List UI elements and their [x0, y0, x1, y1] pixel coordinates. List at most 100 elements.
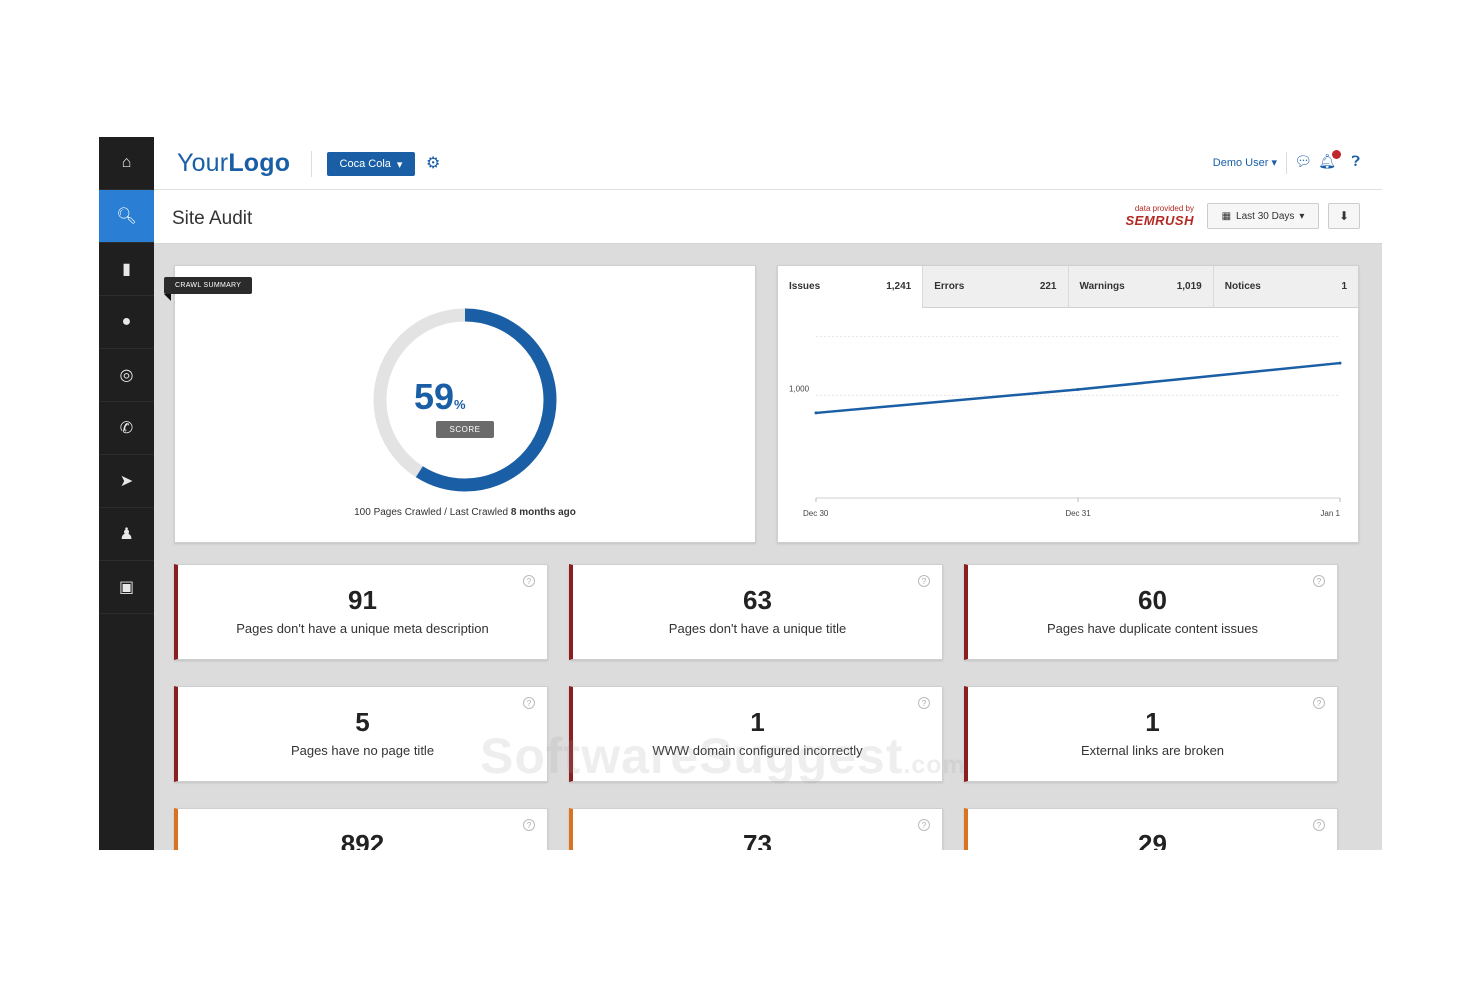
- issue-stat-label: Pages don't have a unique meta descripti…: [236, 621, 489, 636]
- paper-plane-icon: ➤: [119, 473, 134, 490]
- sidebar-item-analytics[interactable]: ▮: [99, 243, 154, 296]
- sidebar-item-dashboard[interactable]: ⌂: [99, 137, 154, 190]
- crawl-summary-tag: CRAWL SUMMARY: [164, 277, 253, 301]
- tab-label: Notices: [1224, 281, 1261, 292]
- globe-icon: ◎: [119, 367, 134, 384]
- help-circle-icon[interactable]: ?: [523, 697, 535, 709]
- score-donut: [373, 308, 557, 492]
- help-circle-icon[interactable]: ?: [918, 697, 930, 709]
- issue-stat-card[interactable]: 63 Pages don't have a unique title?: [569, 564, 943, 660]
- help-icon[interactable]: ❓︎: [1351, 153, 1360, 169]
- score-value: 59%: [414, 376, 466, 418]
- help-circle-icon[interactable]: ?: [918, 575, 930, 587]
- help-circle-icon[interactable]: ?: [1313, 697, 1325, 709]
- issue-stat-value: 1: [750, 707, 765, 737]
- sidebar-item-calls[interactable]: ✆: [99, 402, 154, 455]
- sidebar-item-messages[interactable]: ●: [99, 296, 154, 349]
- issue-stat-label: Pages don't have a unique title: [668, 621, 847, 636]
- issues-tabs: Issues 1,241 Errors 221 Warnings 1,019 Notices…: [778, 266, 1358, 308]
- date-range-button[interactable]: ▦ Last 30 Days ▾: [1207, 203, 1319, 229]
- issues-line-chart: 1,000 Dec 30 Dec 31 Jan 1: [789, 336, 1342, 518]
- sidebar-item-users[interactable]: ♟: [99, 508, 154, 561]
- issue-stat-label: WWW domain configured incorrectly: [652, 743, 863, 758]
- logo-text-part1: Your: [177, 149, 229, 177]
- issue-stat-value: 91: [348, 585, 377, 615]
- score-number: 59: [414, 376, 455, 417]
- sidebar-item-globe[interactable]: ◎: [99, 349, 154, 402]
- tab-label: Warnings: [1079, 281, 1125, 292]
- client-selector-button[interactable]: Coca Cola ▾: [327, 152, 415, 176]
- x-tick-label: Dec 30: [803, 509, 829, 518]
- tab-issues[interactable]: Issues 1,241: [778, 266, 923, 308]
- issue-stat-value: 1: [1145, 707, 1160, 737]
- issue-stat-card[interactable]: 91 Pages don't have a unique meta descrip…: [174, 564, 548, 660]
- tab-notices[interactable]: Notices 1: [1212, 266, 1358, 308]
- issue-stat-label: External links are broken: [1080, 743, 1225, 758]
- help-circle-icon[interactable]: ?: [523, 575, 535, 587]
- user-icon: ♟: [119, 526, 134, 543]
- gear-icon[interactable]: ⚙: [426, 155, 441, 172]
- issue-stat-label: Pages have no page title: [290, 743, 435, 758]
- calendar-icon: ▦: [1221, 210, 1232, 222]
- issue-stat-card[interactable]: 1 External links are broken?: [964, 686, 1338, 782]
- phone-icon: ✆: [119, 420, 134, 437]
- crawl-summary-card: CRAWL SUMMARY 59% SCORE 100 Pages Crawle…: [164, 265, 756, 543]
- issue-stat-card[interactable]: 1 WWW domain configured incorrectly?: [569, 686, 943, 782]
- help-circle-icon[interactable]: ?: [918, 819, 930, 831]
- tab-count: 221: [1039, 281, 1057, 292]
- x-tick-label: Jan 1: [1320, 509, 1340, 518]
- data-provider-logo: data provided by SEMRUSH: [1125, 205, 1194, 229]
- sidebar: ⌂ 🔍︎ ▮ ● ◎ ✆ ➤ ♟ ▣: [99, 137, 154, 850]
- issue-stat-value: 29: [1138, 829, 1167, 850]
- issue-stat-value: 60: [1138, 585, 1167, 615]
- issue-stat-card[interactable]: 5 Pages have no page title?: [174, 686, 548, 782]
- crawl-footer: 100 Pages Crawled / Last Crawled 8 month…: [175, 507, 755, 518]
- help-circle-icon[interactable]: ?: [1313, 575, 1325, 587]
- issue-stat-card[interactable]: 29?: [964, 808, 1338, 850]
- bar-chart-icon: ▮: [122, 261, 131, 278]
- help-circle-icon[interactable]: ?: [523, 819, 535, 831]
- donut-progress-arc: [373, 308, 557, 492]
- search-icon: 🔍︎: [116, 208, 137, 225]
- series-point: [1338, 361, 1342, 365]
- sidebar-item-send[interactable]: ➤: [99, 455, 154, 508]
- score-unit: %: [454, 397, 466, 412]
- issue-stat-label: Pages have duplicate content issues: [1046, 621, 1259, 636]
- score-label: SCORE: [436, 421, 494, 438]
- dashboard-icon: ⌂: [121, 154, 132, 171]
- sidebar-item-reports[interactable]: ▣: [99, 561, 154, 614]
- tab-warnings[interactable]: Warnings 1,019: [1067, 266, 1213, 308]
- app-window: ⌂ 🔍︎ ▮ ● ◎ ✆ ➤ ♟ ▣ YourLogo Coca Cola ▾ ⚙ Demo U…: [99, 137, 1382, 850]
- chevron-down-icon: ▾: [1271, 157, 1277, 169]
- logo[interactable]: YourLogo: [177, 149, 290, 178]
- title-bar: Site Audit data provided by SEMRUSH ▦ La…: [154, 190, 1382, 244]
- chat-bubble-icon: ●: [121, 313, 132, 330]
- user-menu[interactable]: Demo User ▾: [1213, 156, 1277, 169]
- tab-count: 1: [1341, 281, 1347, 292]
- provider-caption: data provided by: [1134, 204, 1194, 213]
- bell-icon[interactable]: 🔔︎: [1318, 153, 1336, 169]
- issues-chart-card: Issues 1,241 Errors 221 Warnings 1,019 Notices…: [777, 265, 1359, 543]
- clipboard-icon: ▣: [118, 579, 135, 596]
- x-tick-label: Dec 31: [1065, 509, 1091, 518]
- issue-stat-card[interactable]: 73?: [569, 808, 943, 850]
- provider-brand: SEMRUSH: [1125, 213, 1194, 228]
- chat-icon[interactable]: 💬︎: [1294, 153, 1312, 169]
- download-icon: ⬇: [1338, 209, 1350, 223]
- y-tick-label: 1,000: [789, 384, 810, 393]
- client-selector-label: Coca Cola: [339, 158, 391, 170]
- sidebar-item-search[interactable]: 🔍︎: [99, 190, 154, 243]
- help-circle-icon[interactable]: ?: [1313, 819, 1325, 831]
- issue-stat-card[interactable]: 892?: [174, 808, 548, 850]
- top-bar: YourLogo Coca Cola ▾ ⚙ Demo User ▾ 💬︎ 🔔︎…: [154, 137, 1382, 190]
- chevron-down-icon: ▾: [1299, 210, 1305, 222]
- download-button[interactable]: ⬇: [1328, 203, 1360, 229]
- issue-stat-value: 892: [340, 829, 385, 850]
- notification-badge: [1332, 150, 1341, 159]
- tab-errors[interactable]: Errors 221: [922, 266, 1068, 308]
- issue-stat-value: 5: [355, 707, 370, 737]
- issue-stat-card[interactable]: 60 Pages have duplicate content issues?: [964, 564, 1338, 660]
- page-title: Site Audit: [172, 208, 253, 229]
- tab-label: Issues: [789, 281, 821, 292]
- logo-text-part2: Logo: [228, 149, 291, 177]
